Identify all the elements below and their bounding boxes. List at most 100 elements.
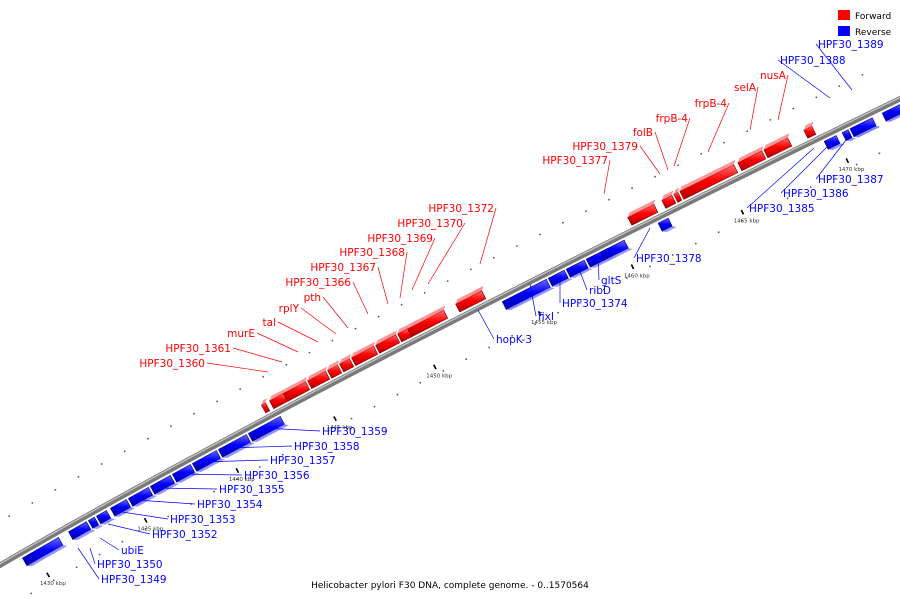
gene-label[interactable]: selA — [734, 82, 757, 94]
gene-label[interactable]: folB — [633, 127, 653, 139]
guide-dot-lower — [167, 515, 170, 518]
gene-label[interactable]: murE — [227, 328, 255, 340]
gene-label[interactable]: HPF30_1358 — [294, 441, 360, 453]
gene-leader-line — [603, 159, 611, 195]
gene-label[interactable]: HPF30_1367 — [310, 262, 376, 274]
gene-label[interactable]: HPF30_1369 — [367, 233, 433, 245]
gene-leader-line — [411, 237, 436, 291]
gene-leader-line — [529, 283, 537, 317]
gene-label[interactable]: ubiE — [121, 545, 144, 557]
gene-label[interactable]: HPF30_1352 — [152, 529, 218, 541]
gene-label[interactable]: nusA — [760, 70, 787, 82]
gene-label[interactable]: HPF30_1361 — [165, 343, 231, 355]
label-layer: HPF30_1349 HPF30_1350 ubiE HPF30_1352 HPF30_… — [77, 39, 884, 586]
guide-dot-lower — [580, 300, 582, 302]
kbp-tick-mark — [537, 310, 542, 317]
gene-leader-line — [477, 309, 495, 340]
reverse-gene-box-top — [27, 545, 68, 567]
guide-dot-upper — [492, 256, 495, 259]
gene-label[interactable]: HPF30_1385 — [749, 203, 815, 215]
guide-dot-upper — [723, 141, 726, 144]
guide-dot-upper — [469, 268, 472, 271]
gene-label[interactable]: HPF30_1377 — [542, 155, 608, 167]
gene-leader-line — [99, 537, 120, 551]
gene-label[interactable]: ribD — [589, 285, 611, 297]
gene-label[interactable]: HPF30_1357 — [270, 455, 336, 467]
gene-label[interactable]: frpB-4 — [695, 98, 728, 110]
forward-gene-box-top — [763, 133, 790, 150]
gene-label[interactable]: tal — [263, 317, 276, 329]
gene-label[interactable]: HPF30_1366 — [285, 277, 351, 289]
gene-label[interactable]: HPF30_1387 — [818, 174, 884, 186]
gene-label[interactable]: HPF30_1378 — [636, 253, 702, 265]
gene-label[interactable]: HPF30_1368 — [339, 247, 405, 259]
gene-label[interactable]: rplY — [279, 303, 300, 315]
gene-leader-line — [777, 59, 831, 99]
kbp-tick-label: 1450 kbp — [426, 373, 452, 379]
gene-leader-line — [261, 427, 321, 432]
guide-dot-upper — [861, 74, 864, 76]
guide-dot-upper — [746, 130, 749, 133]
forward-gene-box-top — [307, 366, 328, 381]
gene-label[interactable]: HPF30_1355 — [219, 484, 285, 496]
guide-dot-upper — [562, 221, 564, 224]
guide-dot-lower — [855, 163, 858, 166]
gene-leader-line — [206, 362, 269, 373]
forward-gene-box[interactable] — [673, 191, 683, 203]
guide-dot-lower — [488, 346, 491, 349]
kbp-tick-label: 1440 kbp — [229, 477, 255, 483]
gene-label[interactable]: hopK-3 — [496, 334, 532, 346]
guide-dot-upper — [400, 303, 403, 306]
guide-dot-lower — [671, 254, 674, 256]
gene-label[interactable]: HPF30_1386 — [783, 188, 849, 200]
gene-label[interactable]: HPF30_1360 — [139, 358, 205, 370]
legend-forward-swatch — [838, 10, 850, 20]
guide-dot-lower — [327, 429, 330, 432]
gene-leader-line — [746, 147, 815, 209]
gene-layer — [22, 103, 900, 567]
gene-leader-line — [89, 547, 96, 565]
gene-label[interactable]: HPF30_1374 — [562, 298, 628, 310]
gene-label[interactable]: HPF30_1350 — [97, 559, 163, 571]
gene-label[interactable]: HPF30_1356 — [244, 470, 310, 482]
gene-label[interactable]: HPF30_1370 — [397, 218, 463, 230]
gene-label[interactable]: HPF30_1379 — [572, 141, 638, 153]
forward-gene-box-top — [327, 360, 340, 371]
guide-dot-lower — [281, 453, 284, 456]
gene-leader-line — [135, 499, 196, 505]
forward-gene-box-top — [283, 377, 308, 394]
reverse-gene-box-top — [100, 518, 116, 525]
kbp-tick-mark — [630, 264, 635, 270]
gene-leader-line — [815, 43, 853, 91]
forward-gene-box-top — [737, 146, 764, 163]
reverse-gene-box-top — [154, 483, 180, 495]
guide-dot-lower — [832, 174, 835, 177]
guide-dot-upper — [262, 375, 265, 378]
gene-label[interactable]: gltS — [601, 275, 622, 287]
guide-dot-upper — [31, 502, 34, 504]
gene-label[interactable]: HPF30_1349 — [101, 574, 167, 586]
gene-label[interactable]: HPF30_1354 — [197, 499, 263, 511]
guide-dot-lower — [258, 466, 261, 468]
gene-label[interactable]: HPF30_1353 — [170, 514, 236, 526]
kbp-tick-mark — [235, 467, 240, 474]
guide-dot-lower — [350, 417, 353, 420]
gene-label[interactable]: HPF30_1372 — [428, 203, 494, 215]
gene-label[interactable]: frpB-4 — [656, 113, 689, 125]
forward-gene-box-top — [261, 398, 267, 405]
gene-label[interactable]: pth — [304, 292, 321, 304]
guide-dot-lower — [694, 242, 697, 245]
gene-label[interactable]: fixI — [538, 311, 554, 323]
gene-leader-line — [654, 131, 669, 171]
gene-label[interactable]: HPF30_1388 — [780, 55, 846, 67]
reverse-gene-box-top — [176, 472, 200, 483]
gene-leader-line — [300, 307, 337, 335]
gene-leader-line — [77, 547, 100, 580]
guide-dot-upper — [377, 315, 380, 318]
guide-dot-upper — [654, 175, 656, 178]
reverse-gene-box[interactable] — [881, 103, 900, 122]
gene-label[interactable]: HPF30_1389 — [818, 39, 884, 51]
gene-label[interactable]: HPF30_1359 — [322, 426, 388, 438]
guide-dot-lower — [419, 381, 422, 384]
